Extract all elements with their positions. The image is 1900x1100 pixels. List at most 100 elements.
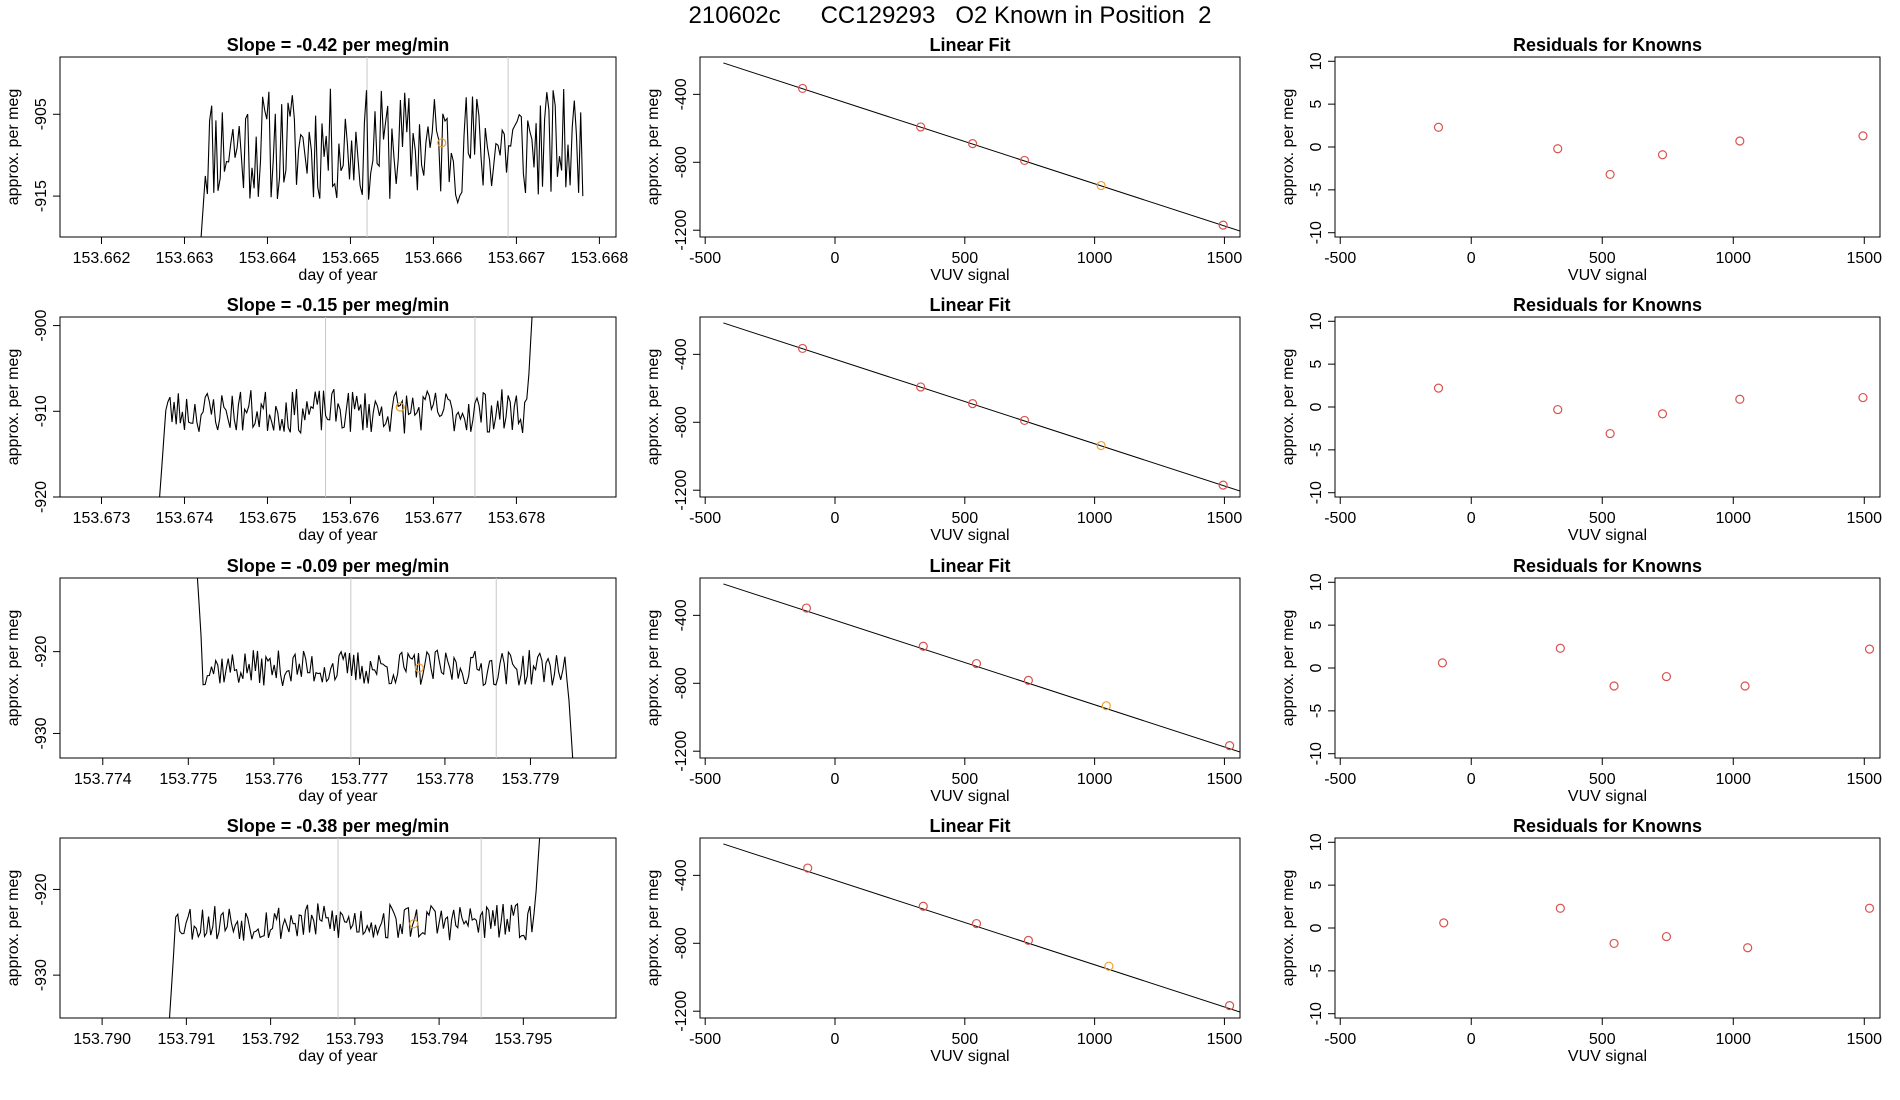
panel-residuals-row-3: Residuals for Knowns -500 0 500 1000 1500 VUV … xyxy=(1280,556,1882,805)
data-point xyxy=(1218,480,1228,490)
plot-frame xyxy=(699,837,1241,1019)
plot-area xyxy=(196,578,574,758)
y-tick-label: -915 xyxy=(33,180,50,212)
residual-point xyxy=(1661,931,1672,942)
y-tick-label: -400 xyxy=(673,599,690,631)
residual-point xyxy=(1553,404,1563,415)
plot-frame xyxy=(699,56,1241,238)
residual-point xyxy=(1605,428,1615,439)
x-tick-label: 153.790 xyxy=(73,1031,131,1048)
x-tick-label: 500 xyxy=(1589,250,1616,267)
y-tick-label: -905 xyxy=(33,98,50,130)
residual-point xyxy=(1609,938,1619,949)
x-axis-label: VUV signal xyxy=(930,267,1009,284)
x-tick-label: 153.677 xyxy=(405,510,463,527)
y-tick-label: -5 xyxy=(1308,964,1325,978)
y-tick-label: -920 xyxy=(33,481,50,513)
y-tick-label: -5 xyxy=(1308,443,1325,457)
fit-line xyxy=(723,322,1240,492)
panel-timeseries-row-3: Slope = -0.09 per meg/min 153.774 153.775 1… xyxy=(5,556,617,805)
data-trace xyxy=(159,317,533,497)
x-tick-label: 1000 xyxy=(1715,771,1751,788)
x-tick-label: 1500 xyxy=(1207,1031,1243,1048)
x-axis-label: day of year xyxy=(298,527,378,544)
data-point xyxy=(916,382,926,392)
y-tick-label: -800 xyxy=(673,146,690,178)
plot-area xyxy=(1433,122,1868,180)
residual-point xyxy=(1657,150,1668,160)
panel-fit-row-1: Linear Fit -500 0 500 1000 1500 VUV signal -120… xyxy=(645,35,1242,284)
y-tick-label: 0 xyxy=(1308,663,1325,672)
y-tick-label: 5 xyxy=(1308,360,1325,369)
y-tick-label: 10 xyxy=(1308,573,1325,591)
x-tick-label: -500 xyxy=(689,250,721,267)
plot-area xyxy=(723,62,1240,232)
plot-title: Slope = -0.09 per meg/min xyxy=(227,556,450,576)
data-point xyxy=(967,399,978,409)
x-tick-label: 153.795 xyxy=(494,1031,552,1048)
residual-point xyxy=(1740,681,1750,691)
residual-point xyxy=(1657,409,1668,419)
plot-frame xyxy=(59,577,617,759)
residual-point xyxy=(1553,144,1563,154)
data-point xyxy=(1225,741,1235,751)
x-axis-label: VUV signal xyxy=(930,527,1009,544)
residual-point xyxy=(1661,671,1672,682)
x-tick-label: 1000 xyxy=(1077,510,1113,527)
x-axis-label: VUV signal xyxy=(1568,527,1647,544)
panel-fit-row-4: Linear Fit -500 0 500 1000 1500 VUV signal -120… xyxy=(645,816,1242,1065)
panel-timeseries-row-4: Slope = -0.38 per meg/min 153.790 153.791 1… xyxy=(5,816,617,1065)
x-tick-label: 0 xyxy=(1467,250,1476,267)
x-tick-label: 153.664 xyxy=(239,250,297,267)
x-tick-label: 1000 xyxy=(1715,250,1751,267)
panel-residuals-row-1: Residuals for Knowns -500 0 500 1000 1500 VUV … xyxy=(1280,35,1882,284)
plot-area xyxy=(1439,903,1875,953)
plot-frame xyxy=(699,316,1241,498)
y-axis-label: approx. per meg xyxy=(645,349,662,466)
x-tick-label: 500 xyxy=(1589,510,1616,527)
y-tick-label: 10 xyxy=(1308,52,1325,70)
residual-point xyxy=(1735,394,1745,404)
y-axis-label: approx. per meg xyxy=(1280,349,1297,466)
y-tick-label: -920 xyxy=(33,873,50,905)
residual-point xyxy=(1735,136,1745,146)
x-tick-label: 1500 xyxy=(1207,771,1243,788)
y-tick-label: 10 xyxy=(1308,312,1325,330)
x-tick-label: 153.792 xyxy=(242,1031,300,1048)
x-tick-label: 0 xyxy=(1467,1031,1476,1048)
panel-residuals-row-4: Residuals for Knowns -500 0 500 1000 1500 VUV … xyxy=(1280,816,1882,1065)
x-tick-label: -500 xyxy=(689,1031,721,1048)
data-point xyxy=(1019,155,1030,166)
x-tick-label: 153.674 xyxy=(156,510,214,527)
x-tick-label: 1500 xyxy=(1846,510,1882,527)
y-tick-label: -1200 xyxy=(673,470,690,511)
fit-line xyxy=(723,843,1240,1013)
y-tick-label: 5 xyxy=(1308,100,1325,109)
y-axis-label: approx. per meg xyxy=(5,89,22,206)
data-trace xyxy=(200,88,584,237)
x-tick-label: 153.662 xyxy=(73,250,131,267)
x-tick-label: -500 xyxy=(689,771,721,788)
x-axis-label: VUV signal xyxy=(930,788,1009,805)
plot-frame xyxy=(59,56,617,238)
x-axis-label: VUV signal xyxy=(1568,1048,1647,1065)
x-tick-label: -500 xyxy=(689,510,721,527)
data-point xyxy=(971,658,982,669)
x-tick-label: 153.777 xyxy=(330,771,388,788)
y-tick-label: -400 xyxy=(673,338,690,370)
y-tick-label: -400 xyxy=(673,78,690,110)
x-tick-label: 1500 xyxy=(1207,250,1243,267)
plot-area xyxy=(200,57,584,237)
x-tick-label: 1500 xyxy=(1846,771,1882,788)
x-tick-label: 1500 xyxy=(1846,1031,1882,1048)
data-point xyxy=(801,603,812,613)
plot-area xyxy=(168,838,541,1018)
x-tick-label: 1000 xyxy=(1077,1031,1113,1048)
y-tick-label: -1200 xyxy=(673,210,690,251)
x-tick-label: 153.775 xyxy=(159,771,217,788)
plot-area xyxy=(159,317,533,497)
x-axis-label: VUV signal xyxy=(930,1048,1009,1065)
x-axis-label: day of year xyxy=(298,1048,378,1065)
mean-marker xyxy=(409,919,419,929)
data-point xyxy=(1096,180,1106,191)
